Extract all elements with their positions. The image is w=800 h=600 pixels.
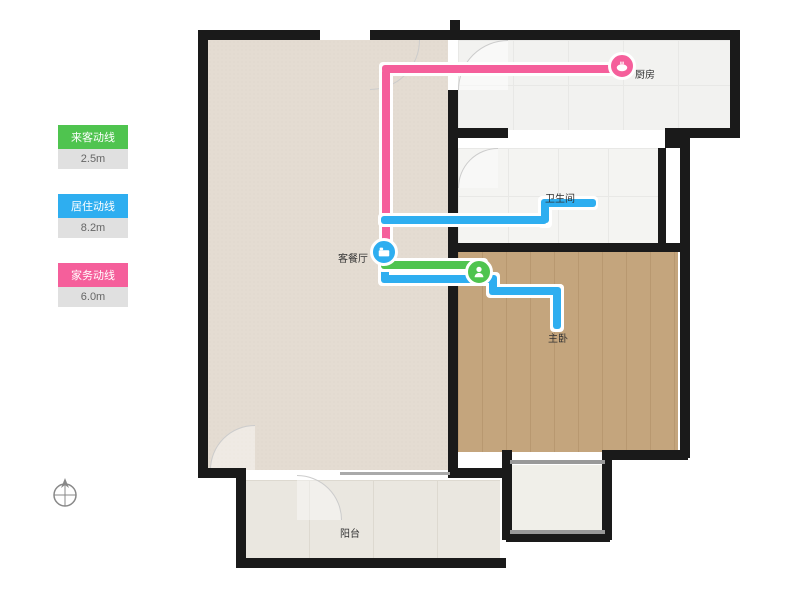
legend-item-guest: 来客动线 2.5m	[58, 125, 128, 169]
legend-label-resident: 居住动线	[58, 194, 128, 218]
label-balcony: 阳台	[340, 525, 360, 540]
node-living-icon	[370, 238, 398, 266]
legend: 来客动线 2.5m 居住动线 8.2m 家务动线 6.0m	[58, 125, 128, 332]
legend-value-housework: 6.0m	[58, 287, 128, 307]
path-resident	[489, 287, 559, 295]
room-balcony	[245, 480, 500, 560]
label-kitchen: 厨房	[635, 66, 655, 81]
legend-item-resident: 居住动线 8.2m	[58, 194, 128, 238]
path-housework	[382, 65, 620, 73]
legend-value-resident: 8.2m	[58, 218, 128, 238]
node-kitchen-icon	[608, 52, 636, 80]
path-resident	[553, 287, 561, 329]
legend-label-housework: 家务动线	[58, 263, 128, 287]
node-person-icon	[465, 258, 493, 286]
label-bedroom: 主卧	[548, 330, 568, 345]
label-living: 客餐厅	[338, 250, 368, 265]
room-living	[208, 40, 448, 470]
label-bathroom: 卫生间	[545, 190, 575, 205]
legend-label-guest: 来客动线	[58, 125, 128, 149]
path-resident	[381, 216, 547, 224]
floorplan: 客餐厅 厨房 卫生间 主卧 阳台	[190, 20, 750, 580]
legend-value-guest: 2.5m	[58, 149, 128, 169]
compass-icon	[50, 470, 80, 510]
room-balcony-small	[510, 465, 605, 535]
legend-item-housework: 家务动线 6.0m	[58, 263, 128, 307]
